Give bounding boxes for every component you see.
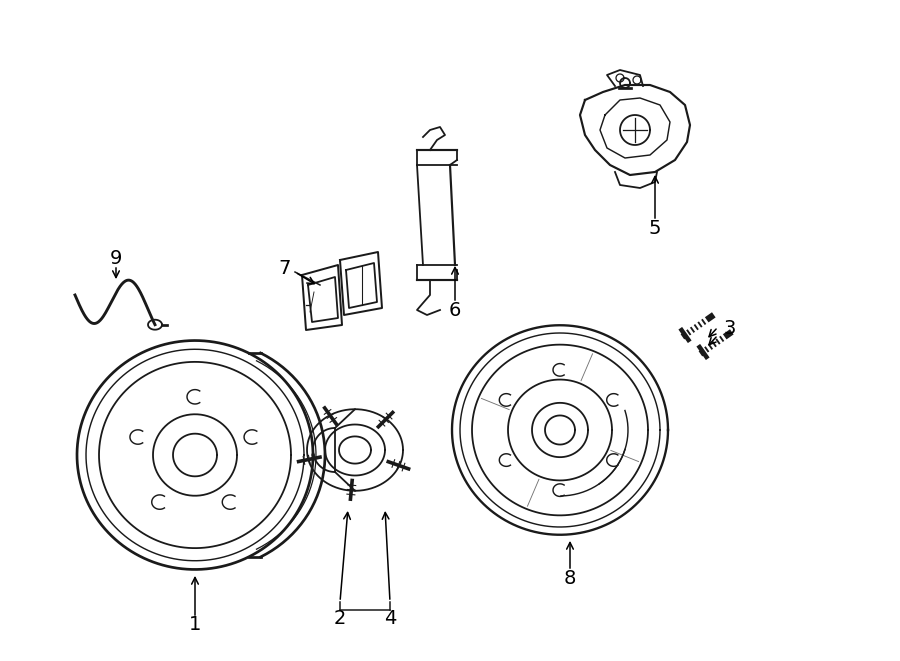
Text: 1: 1 (189, 615, 202, 635)
Text: 8: 8 (563, 568, 576, 588)
Text: 2: 2 (334, 609, 346, 627)
Text: 5: 5 (649, 219, 662, 237)
Text: 6: 6 (449, 301, 461, 319)
Text: 3: 3 (724, 319, 736, 338)
Text: 4: 4 (383, 609, 396, 627)
Text: 9: 9 (110, 249, 122, 268)
Text: 7: 7 (279, 258, 292, 278)
